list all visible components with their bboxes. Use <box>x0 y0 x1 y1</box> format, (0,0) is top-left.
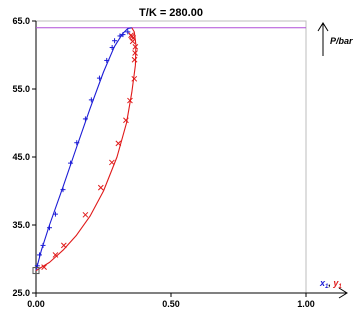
liquid-data-point <box>96 75 102 81</box>
y1-label: y <box>332 278 339 288</box>
liquid-data-point <box>60 187 66 193</box>
chart-title: T/K = 280.00 <box>139 7 203 19</box>
liquid-data-point <box>68 160 74 166</box>
x-axis-arrow <box>306 287 348 299</box>
vapor-curve <box>35 27 137 272</box>
liquid-data-point <box>125 29 131 35</box>
liquid-data-point <box>104 57 110 63</box>
x-tick-label: 1.00 <box>297 299 315 309</box>
liquid-data-point <box>117 33 123 39</box>
vapor-data-point <box>60 242 67 249</box>
liquid-data-point <box>88 97 94 103</box>
vapor-data-point <box>131 56 138 63</box>
y-axis-label: P/bar <box>330 36 353 46</box>
x-tick-label: 0.00 <box>27 299 45 309</box>
liquid-data-point <box>82 116 88 122</box>
vapor-data-point <box>132 50 138 56</box>
liquid-data-point <box>47 225 52 231</box>
liquid-data-point <box>40 242 46 248</box>
y-tick-label: 55.0 <box>12 84 30 94</box>
y-tick-label: 25.0 <box>12 288 30 298</box>
liquid-data-point <box>74 140 80 146</box>
liquid-data-point <box>109 45 115 51</box>
fit-curves <box>35 27 137 272</box>
pure-component-point <box>32 267 40 275</box>
vapor-data-point <box>82 211 89 218</box>
plot-area <box>35 20 307 294</box>
y1-subscript: 1 <box>338 284 342 290</box>
liquid-data-point <box>112 38 118 44</box>
y-axis-arrow <box>317 22 329 56</box>
vapor-data-point <box>131 75 138 82</box>
label-separator: , <box>327 278 333 288</box>
tick-labels: 25.0 35.0 45.0 55.0 65.0 0.00 0.50 1.00 <box>12 16 314 309</box>
x-tick-label: 0.50 <box>162 299 180 309</box>
vapor-data-point <box>132 43 139 50</box>
liquid-data-point <box>37 252 43 258</box>
plot-frame <box>35 20 307 294</box>
x1-label: x <box>319 278 326 288</box>
x1-subscript: 1 <box>325 284 329 290</box>
data-markers <box>32 29 139 275</box>
y-tick-label: 35.0 <box>12 220 30 230</box>
vapor-data-point <box>115 140 122 147</box>
liquid-data-point <box>120 32 126 38</box>
vapor-data-point <box>128 32 134 39</box>
liquid-curve <box>35 27 132 271</box>
vapor-data-point <box>127 97 133 104</box>
vapor-data-point <box>123 117 129 124</box>
y-tick-label: 45.0 <box>12 152 30 162</box>
tick-marks <box>32 20 307 297</box>
vapor-data-point <box>97 184 104 191</box>
vapor-data-point <box>109 159 115 166</box>
liquid-data-point <box>52 211 58 217</box>
vapor-data-point <box>52 252 59 258</box>
x-axis-label: x1, y1 <box>319 278 342 290</box>
y-tick-label: 65.0 <box>12 16 30 26</box>
vapor-data-point <box>41 264 47 271</box>
